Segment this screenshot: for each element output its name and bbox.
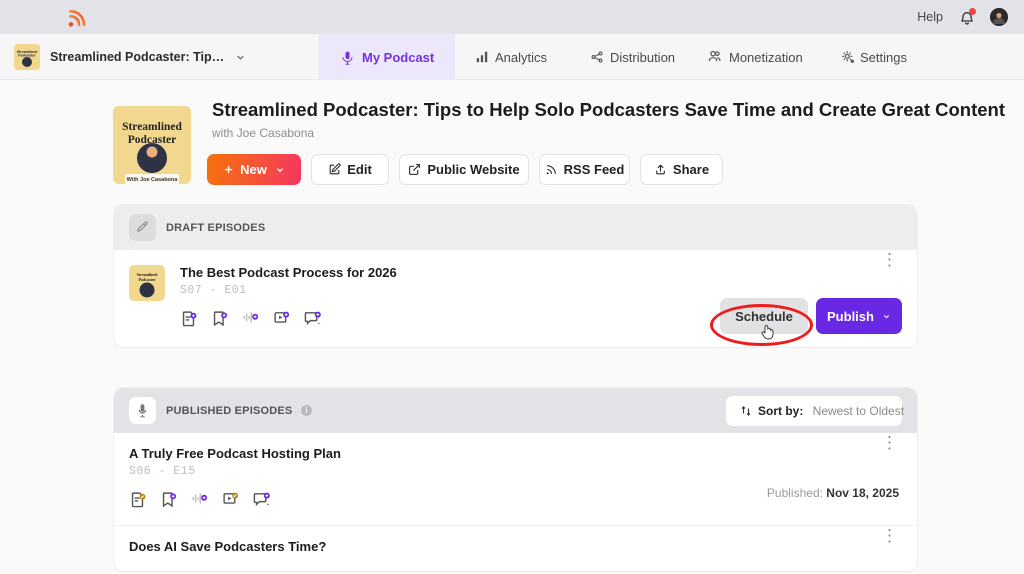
svg-text:Podcaster: Podcaster: [18, 54, 36, 58]
svg-text:Streamlined: Streamlined: [122, 121, 182, 133]
svg-text:With Joe Casabona: With Joe Casabona: [127, 177, 179, 183]
svg-text:i: i: [306, 408, 308, 415]
svg-text:Podcaster: Podcaster: [139, 277, 156, 282]
